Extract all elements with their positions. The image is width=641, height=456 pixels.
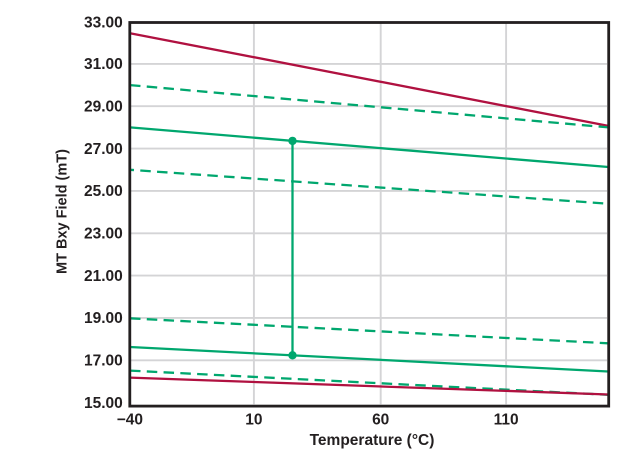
- svg-text:17.00: 17.00: [84, 352, 123, 369]
- svg-text:Temperature (°C): Temperature (°C): [310, 432, 435, 449]
- svg-text:19.00: 19.00: [84, 310, 123, 327]
- svg-text:60: 60: [372, 411, 389, 428]
- svg-text:−40: −40: [117, 411, 143, 428]
- svg-text:21.00: 21.00: [84, 268, 123, 285]
- svg-text:31.00: 31.00: [84, 56, 123, 73]
- svg-text:33.00: 33.00: [84, 14, 123, 31]
- svg-text:MT Bxy Field (mT): MT Bxy Field (mT): [55, 149, 71, 274]
- svg-text:23.00: 23.00: [84, 225, 123, 242]
- svg-text:29.00: 29.00: [84, 98, 123, 115]
- svg-text:25.00: 25.00: [84, 183, 123, 200]
- svg-text:110: 110: [494, 411, 519, 428]
- svg-text:10: 10: [245, 411, 262, 428]
- svg-text:27.00: 27.00: [84, 141, 123, 158]
- svg-text:15.00: 15.00: [84, 395, 123, 412]
